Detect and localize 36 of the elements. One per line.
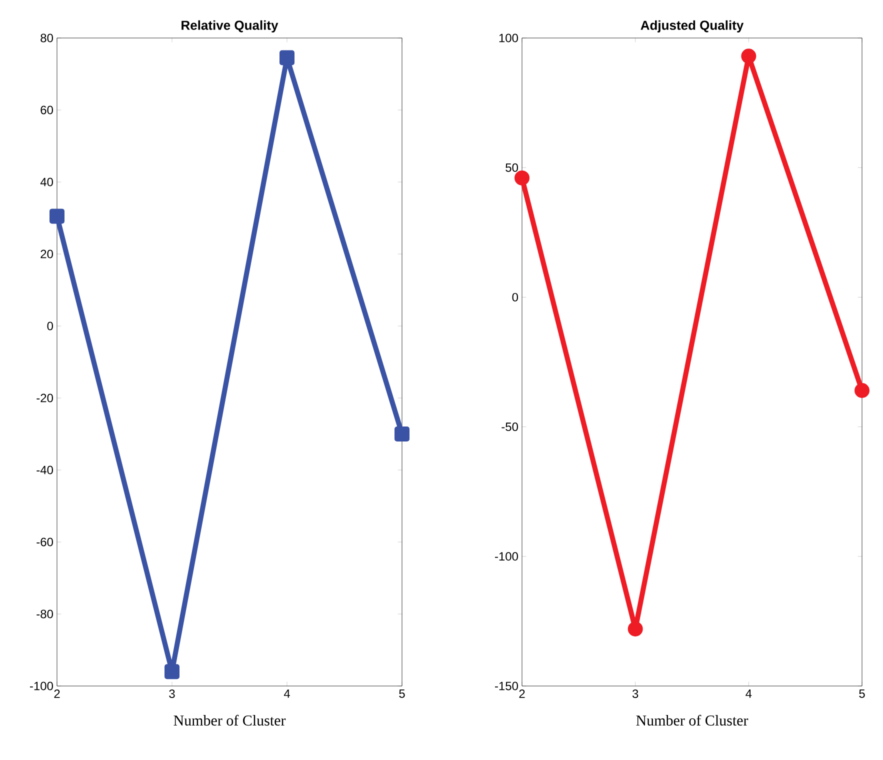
y-tick-label: -100 — [494, 552, 518, 561]
y-tick-label: -50 — [502, 422, 518, 432]
x-axis-title: Number of Cluster — [174, 714, 286, 726]
x-axis-title: Number of Cluster — [636, 714, 748, 726]
y-tick-label: -60 — [36, 538, 53, 546]
chart-title: Relative Quality — [182, 20, 278, 32]
point — [50, 208, 64, 224]
y-tick-label: -100 — [30, 682, 53, 690]
point — [514, 170, 530, 186]
y-tick-label: -80 — [36, 610, 53, 618]
y-tick-label: 20 — [40, 250, 53, 258]
y-tick-label: -40 — [36, 466, 53, 474]
chart-title: Adjusted Quality — [640, 20, 744, 32]
y-tick-label: -20 — [36, 394, 53, 402]
x-tick-label: 3 — [169, 690, 175, 698]
x-tick-label: 4 — [746, 690, 752, 698]
point — [280, 50, 294, 66]
x-tick-label: 5 — [859, 690, 865, 698]
point — [628, 621, 643, 636]
x-tick-label: 3 — [632, 690, 638, 698]
y-tick-label: 80 — [40, 34, 53, 42]
y-tick-label: 0 — [47, 322, 54, 330]
y-tick-label: 100 — [499, 34, 518, 42]
x-tick-label: 2 — [54, 690, 60, 698]
y-tick-label: 0 — [512, 292, 518, 302]
point — [741, 48, 756, 64]
x-tick-label: 4 — [284, 690, 290, 698]
x-tick-label: 2 — [519, 690, 525, 698]
point — [164, 664, 180, 680]
y-tick-label: 50 — [506, 163, 518, 172]
x-tick-label: 5 — [399, 690, 405, 698]
y-tick-label: 60 — [40, 106, 53, 114]
y-tick-label: 40 — [40, 178, 53, 186]
point — [854, 383, 870, 398]
y-tick-label: -150 — [494, 682, 518, 690]
point — [394, 426, 410, 442]
